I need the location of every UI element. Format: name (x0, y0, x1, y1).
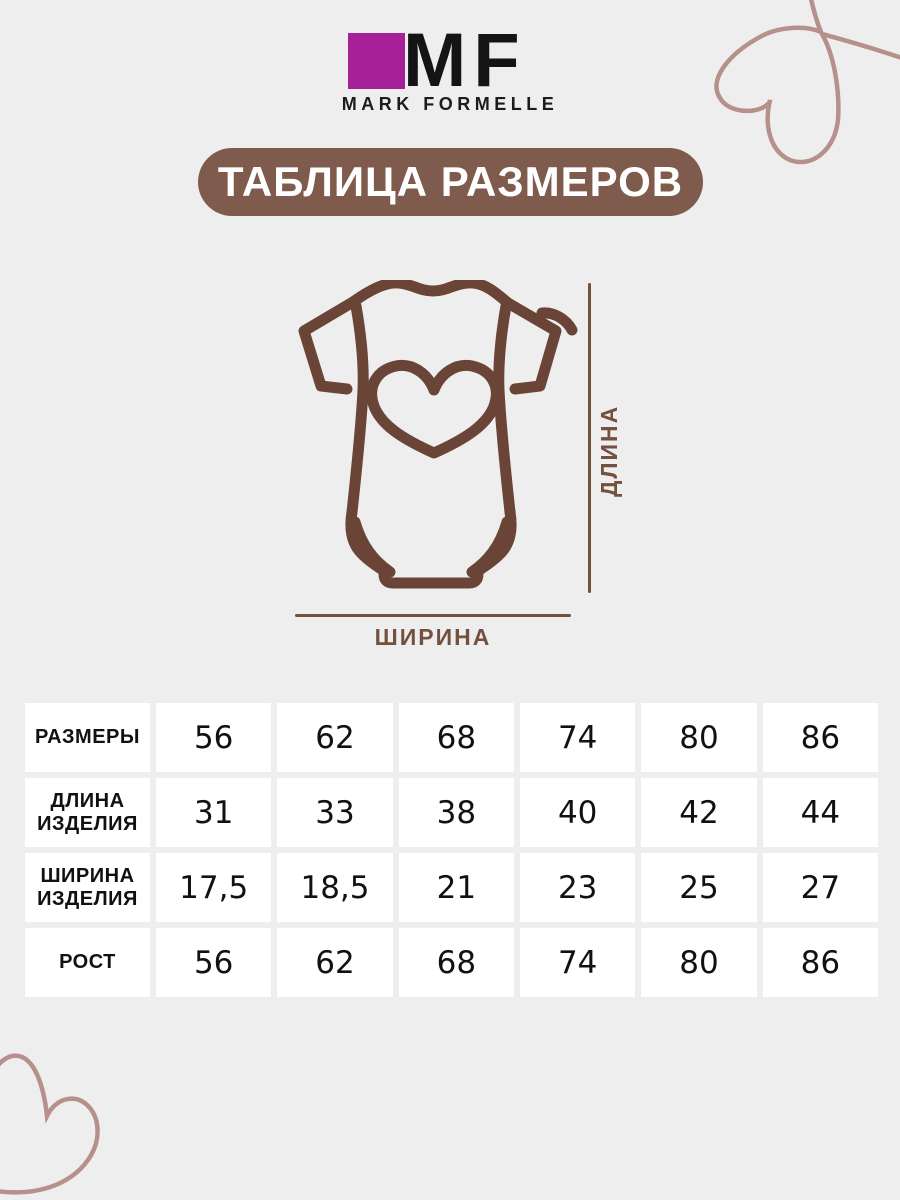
size-table-cell: 86 (762, 703, 878, 772)
width-dimension-line (295, 614, 571, 617)
size-table-cell: 40 (520, 778, 636, 847)
size-table-cell: 27 (762, 853, 878, 922)
size-table-row-label: РОСТ (25, 928, 150, 997)
size-table-cell: 18,5 (277, 853, 393, 922)
size-table-cell: 31 (156, 778, 272, 847)
length-dimension-label: ДЛИНА (596, 404, 622, 497)
size-table-cell: 74 (520, 928, 636, 997)
size-table-cell: 62 (277, 703, 393, 772)
size-table-cell: 44 (762, 778, 878, 847)
size-table-cell: 68 (398, 703, 514, 772)
size-table-row-label: ШИРИНА ИЗДЕЛИЯ (25, 853, 150, 922)
size-table-cell: 68 (398, 928, 514, 997)
brand-logo: MF (348, 18, 527, 103)
size-table-cell: 23 (520, 853, 636, 922)
width-dimension-label: ШИРИНА (374, 624, 492, 650)
size-table-cell: 38 (398, 778, 514, 847)
logo-monogram: MF (403, 18, 527, 103)
length-dimension-line (588, 283, 591, 593)
size-table-cell: 56 (156, 703, 272, 772)
brand-name: MARK FORMELLE (341, 94, 559, 114)
size-table-cell: 42 (641, 778, 757, 847)
bodysuit-diagram-icon (298, 280, 578, 589)
size-table-cell: 25 (641, 853, 757, 922)
size-table-cell: 21 (398, 853, 514, 922)
size-table-row-label: РАЗМЕРЫ (25, 703, 150, 772)
size-table: РАЗМЕРЫ 56 62 68 74 80 86 ДЛИНА ИЗДЕЛИЯ 31 33 38 40… (25, 703, 878, 997)
size-table-cell: 80 (641, 703, 757, 772)
size-table-cell: 33 (277, 778, 393, 847)
size-table-row-label: ДЛИНА ИЗДЕЛИЯ (25, 778, 150, 847)
title-banner: ТАБЛИЦА РАЗМЕРОВ (198, 148, 703, 216)
decorative-heart-bottom-left-icon (0, 1053, 100, 1195)
size-table-cell: 86 (762, 928, 878, 997)
logo-magenta-square-icon (348, 33, 405, 89)
size-table-cell: 80 (641, 928, 757, 997)
size-table-cell: 62 (277, 928, 393, 997)
page-title: ТАБЛИЦА РАЗМЕРОВ (217, 158, 684, 205)
size-table-cell: 74 (520, 703, 636, 772)
size-table-cell: 56 (156, 928, 272, 997)
decorative-heart-top-right-icon (714, 0, 900, 165)
size-table-cell: 17,5 (156, 853, 272, 922)
